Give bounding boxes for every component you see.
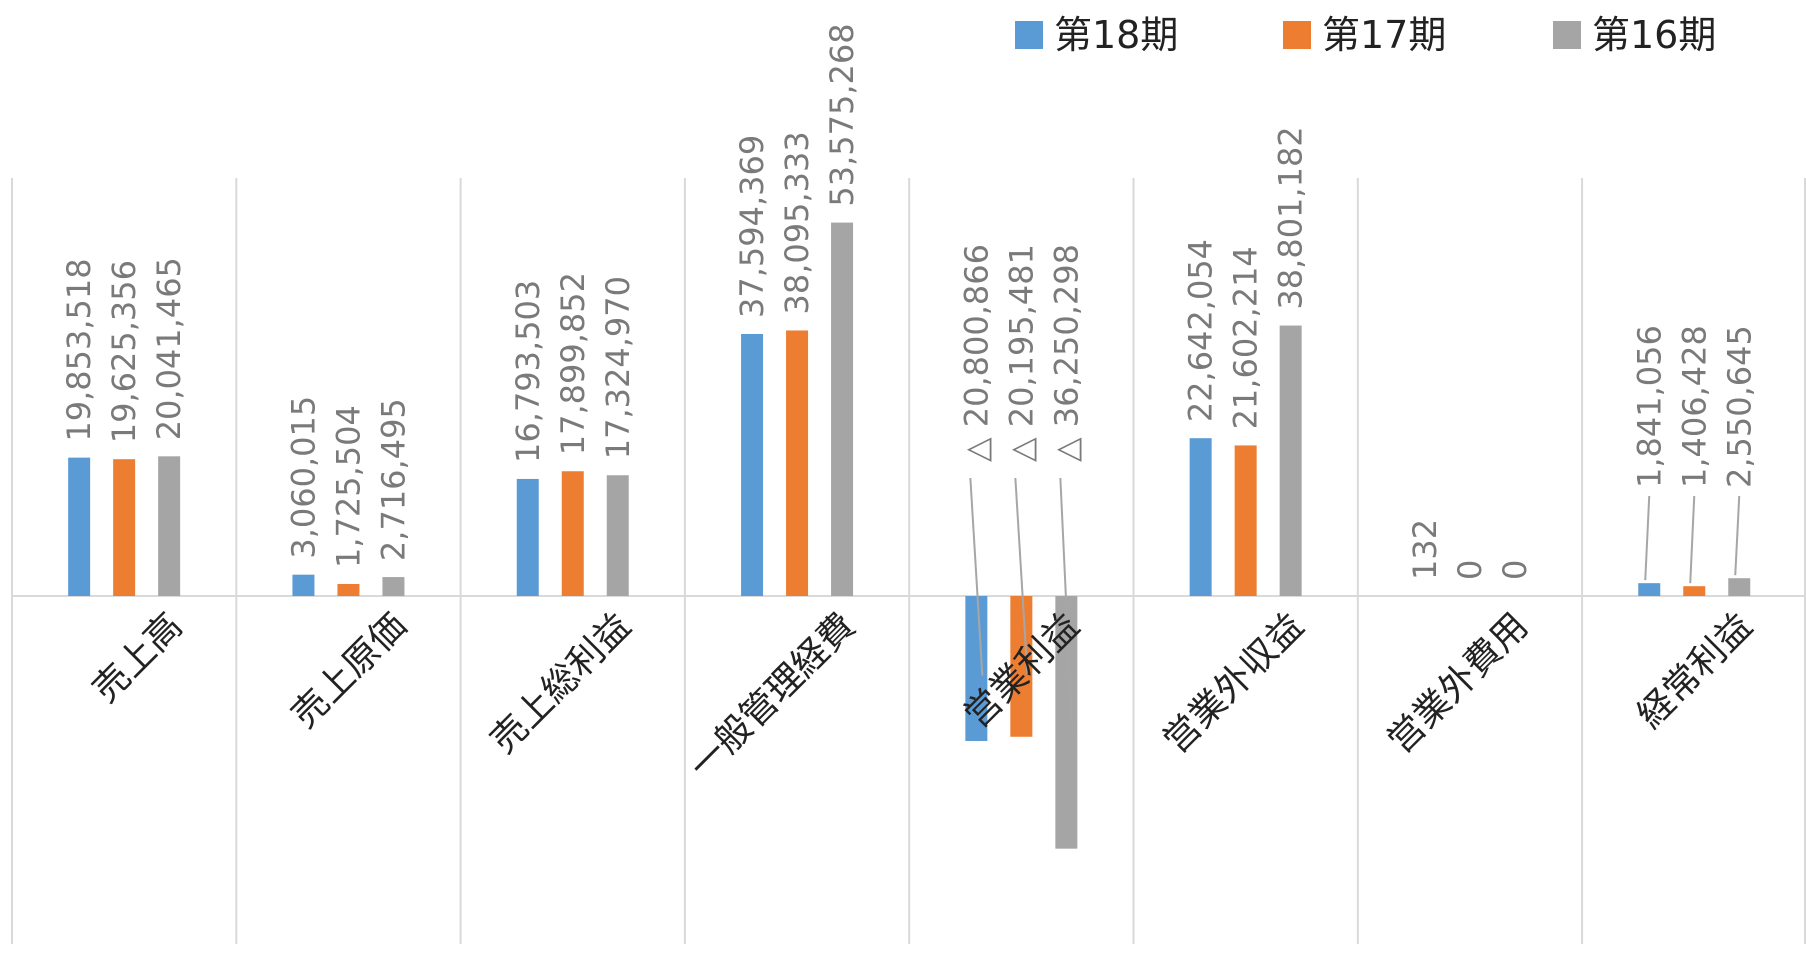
bar-series-2-cat-3 xyxy=(831,222,854,596)
data-label-series-0-cat-5: 22,642,054 xyxy=(1182,239,1220,422)
data-label-series-1-cat-4: △ 20,195,481 xyxy=(1002,244,1040,462)
data-label-series-2-cat-7: 2,550,645 xyxy=(1720,325,1758,488)
legend-label-series-1: 第17期 xyxy=(1322,13,1446,57)
data-label-series-2-cat-2: 17,324,970 xyxy=(599,276,637,459)
data-label-series-1-cat-2: 17,899,852 xyxy=(554,272,592,455)
legend-label-series-0: 第18期 xyxy=(1054,13,1178,57)
bar-series-2-cat-1 xyxy=(382,577,405,596)
data-label-series-2-cat-4: △ 36,250,298 xyxy=(1047,244,1085,462)
bars xyxy=(68,222,1751,849)
data-label-series-1-cat-0: 19,625,356 xyxy=(105,260,143,443)
bar-series-2-cat-0 xyxy=(158,456,181,596)
data-label-series-2-cat-5: 38,801,182 xyxy=(1272,126,1310,309)
legend-swatch-series-2 xyxy=(1553,21,1581,49)
bar-series-1-cat-7 xyxy=(1683,586,1706,596)
bar-series-0-cat-5 xyxy=(1189,438,1212,596)
data-label-series-0-cat-6: 132 xyxy=(1406,519,1444,580)
bar-series-1-cat-4 xyxy=(1010,596,1033,737)
label-leader-lines xyxy=(969,477,1741,736)
bar-series-2-cat-7 xyxy=(1728,578,1751,596)
data-label-series-1-cat-3: 38,095,333 xyxy=(778,131,816,314)
data-label-series-2-cat-0: 20,041,465 xyxy=(150,257,188,440)
category-label-6: 営業外費用 xyxy=(1380,605,1536,761)
category-label-5: 営業外収益 xyxy=(1156,605,1312,761)
data-label-series-0-cat-4: △ 20,800,866 xyxy=(957,244,995,462)
legend-swatch-series-0 xyxy=(1015,21,1043,49)
bar-series-0-cat-1 xyxy=(292,574,315,596)
data-label-series-2-cat-6: 0 xyxy=(1496,560,1534,580)
bar-series-0-cat-3 xyxy=(741,333,764,596)
category-label-3: 一般管理経費 xyxy=(682,605,864,787)
data-label-series-0-cat-1: 3,060,015 xyxy=(284,396,322,559)
category-separators xyxy=(11,178,1806,944)
bar-series-2-cat-2 xyxy=(606,475,629,596)
bar-series-0-cat-4 xyxy=(965,596,988,741)
data-label-series-0-cat-2: 16,793,503 xyxy=(509,280,547,463)
leader-line-series-0-cat-4 xyxy=(969,477,984,676)
bar-series-1-cat-0 xyxy=(113,459,136,596)
bar-series-0-cat-7 xyxy=(1638,583,1661,596)
bar-series-1-cat-1 xyxy=(337,583,360,596)
data-label-series-1-cat-1: 1,725,504 xyxy=(329,405,367,568)
bar-series-0-cat-2 xyxy=(516,478,539,596)
leader-line-series-1-cat-4 xyxy=(1014,477,1029,674)
category-labels: 売上高 売上原価 売上総利益 一般管理経費 営業利益 営業外収益 営業外費用 経常利益 xyxy=(85,605,1760,787)
bar-series-0-cat-0 xyxy=(68,457,91,596)
bar-series-1-cat-5 xyxy=(1234,445,1257,596)
data-label-series-1-cat-5: 21,602,214 xyxy=(1227,246,1265,429)
category-label-0: 売上高 xyxy=(85,605,190,710)
leader-line-series-1-cat-7 xyxy=(1689,495,1696,584)
data-label-series-1-cat-6: 0 xyxy=(1451,560,1489,580)
bar-series-2-cat-5 xyxy=(1279,325,1302,596)
data-label-series-0-cat-3: 37,594,369 xyxy=(733,135,771,318)
bar-series-1-cat-3 xyxy=(786,330,809,596)
data-label-series-0-cat-7: 1,841,056 xyxy=(1630,325,1668,488)
bar-series-1-cat-2 xyxy=(561,471,584,596)
data-label-series-2-cat-1: 2,716,495 xyxy=(374,398,412,561)
category-label-1: 売上原価 xyxy=(284,605,415,736)
data-label-series-2-cat-3: 53,575,268 xyxy=(823,23,861,206)
legend-label-series-2: 第16期 xyxy=(1592,13,1716,57)
category-label-2: 売上総利益 xyxy=(483,605,639,761)
category-label-7: 経常利益 xyxy=(1630,605,1761,736)
leader-line-series-2-cat-7 xyxy=(1734,495,1741,576)
data-label-series-0-cat-0: 19,853,518 xyxy=(60,258,98,441)
data-label-series-1-cat-7: 1,406,428 xyxy=(1675,325,1713,488)
legend: 第18期 第17期 第16期 xyxy=(1015,13,1716,57)
bar-series-2-cat-4 xyxy=(1055,596,1078,849)
legend-swatch-series-1 xyxy=(1283,21,1311,49)
leader-line-series-2-cat-4 xyxy=(1059,477,1074,736)
leader-line-series-0-cat-7 xyxy=(1644,495,1651,581)
